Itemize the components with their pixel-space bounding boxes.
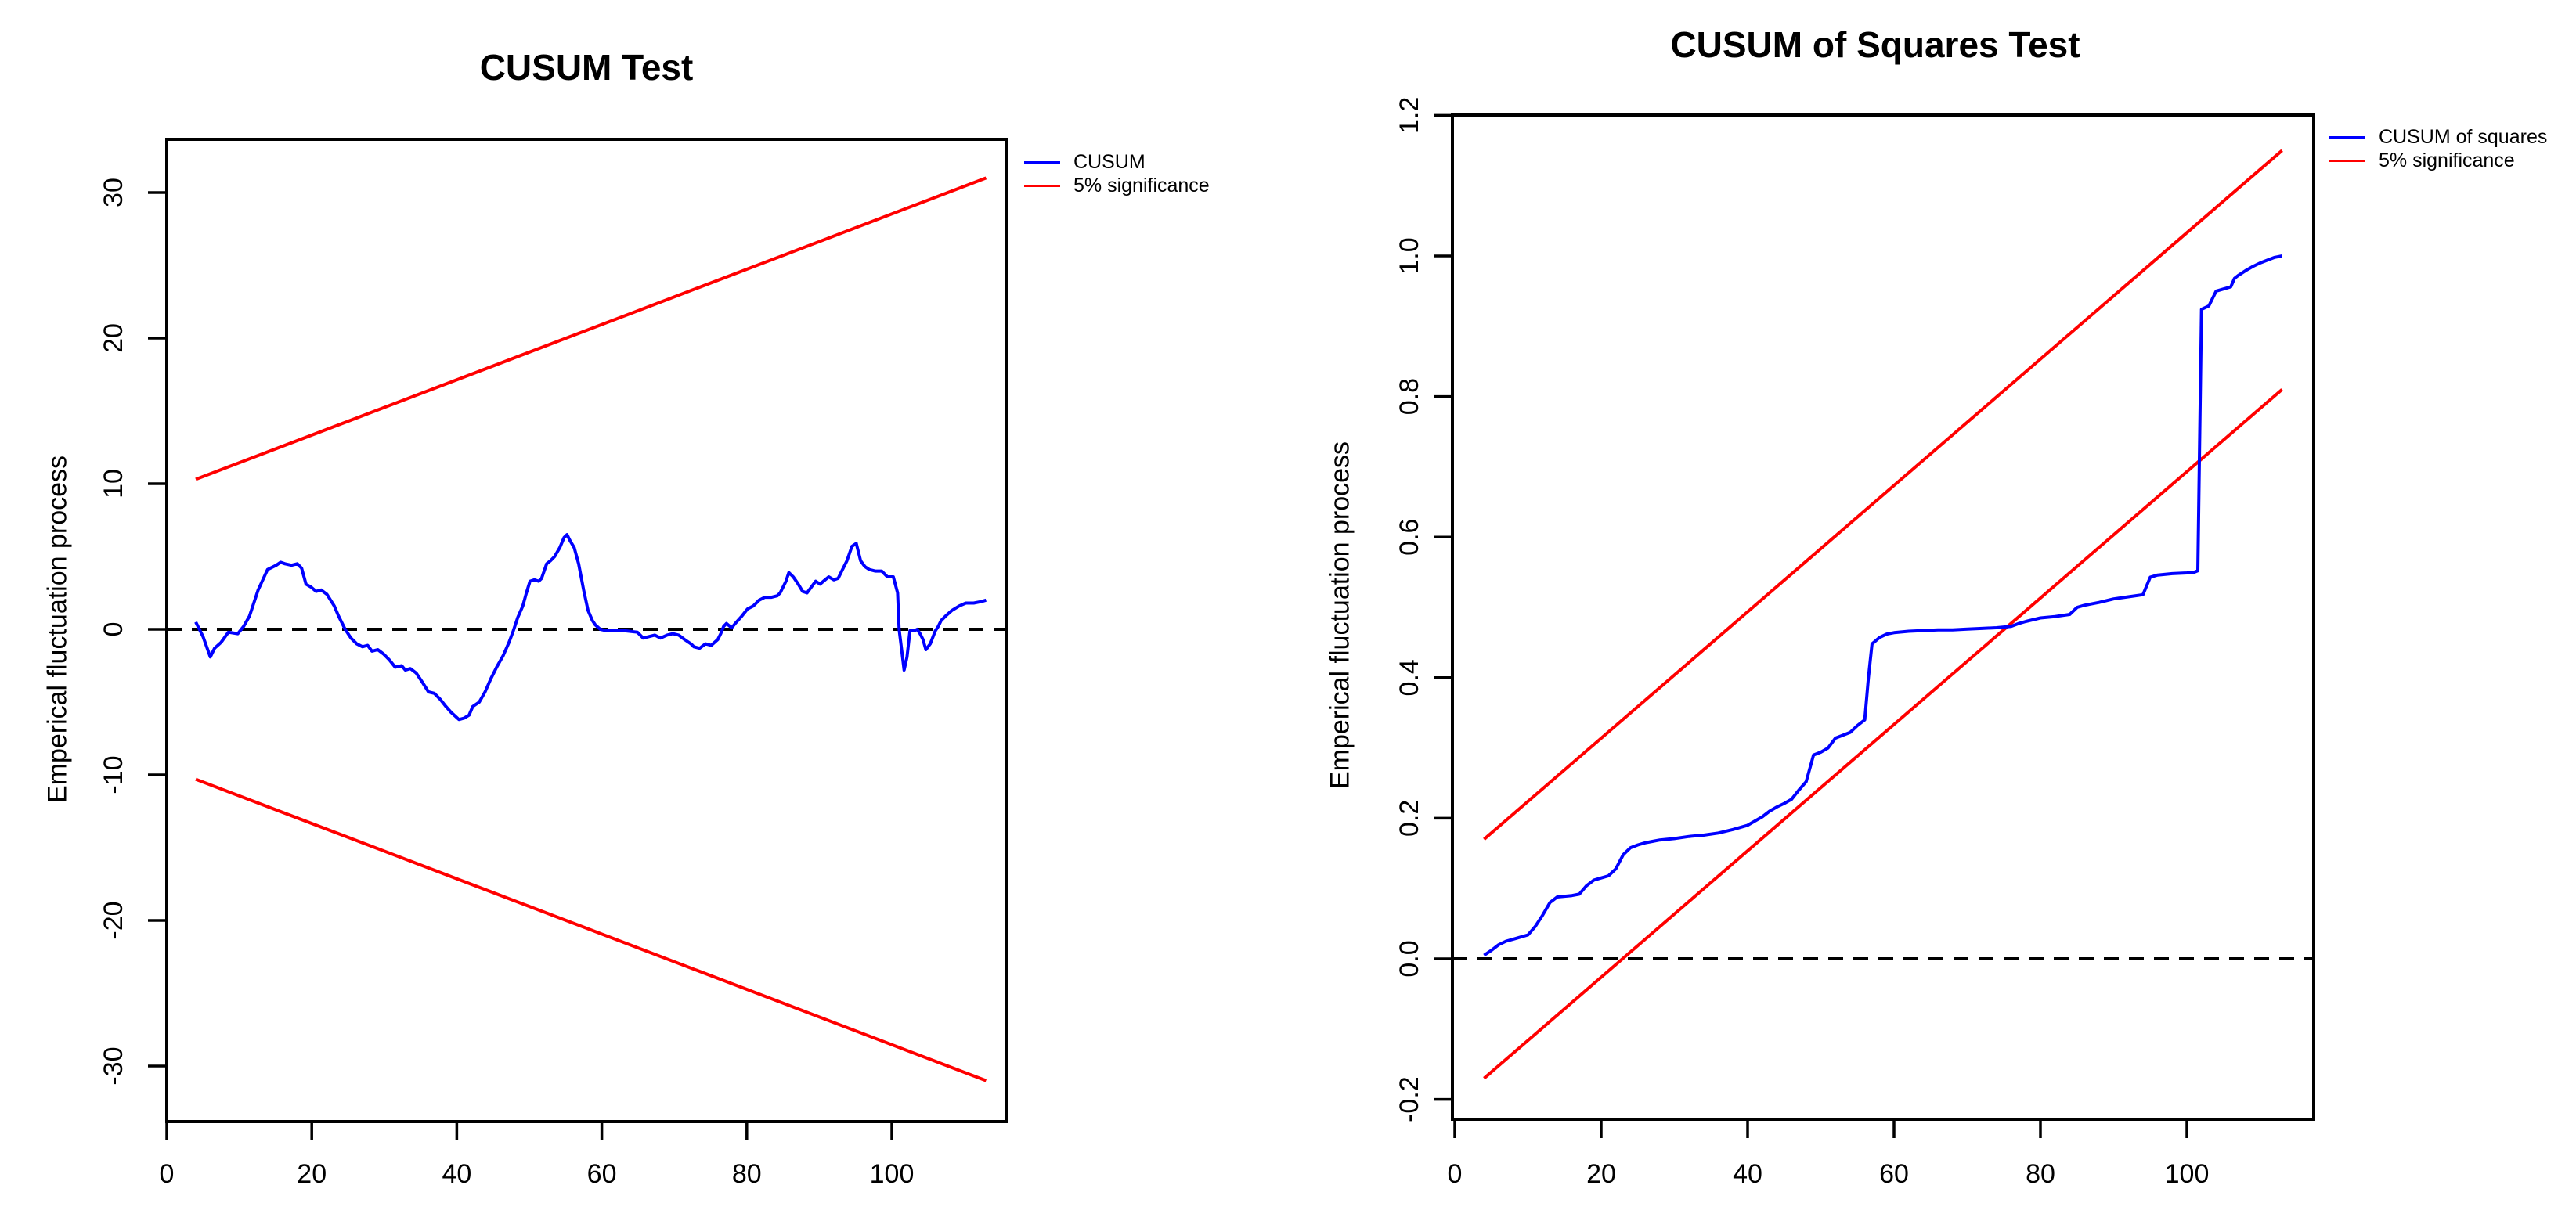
y-tick-label: 1.2 [1394,97,1424,134]
legend-item-cusum-of-squares: CUSUM of squares [2329,125,2547,149]
x-tick-label: 40 [1733,1159,1762,1189]
legend-item-significance: 5% significance [1024,174,1210,197]
significance-boundary-line [195,777,987,1082]
left-chart-legend: CUSUM 5% significance [1024,150,1210,197]
y-tick-label: -0.2 [1394,1076,1424,1122]
x-tick-label: 100 [2165,1159,2210,1189]
y-tick-label: 10 [99,469,128,499]
x-tick-label: 40 [442,1159,471,1189]
y-tick-label: 0.4 [1394,659,1424,696]
y-tick-label: 0 [99,622,128,637]
legend-label: CUSUM of squares [2379,126,2548,148]
significance-boundary-line [1483,388,2283,1080]
legend-label: 5% significance [2379,149,2515,171]
significance-line-swatch-icon [1024,184,1060,187]
cusum-line-swatch-icon [1024,160,1060,164]
x-tick-label: 0 [1448,1159,1463,1189]
cusum-squares-line-swatch-icon [2329,135,2365,139]
y-tick-label: 0.0 [1394,940,1424,977]
y-tick-label: 20 [99,323,128,353]
x-tick-label: 80 [2026,1159,2055,1189]
legend-label: 5% significance [1073,175,1210,196]
significance-boundary-line [195,176,987,481]
right-chart-title: CUSUM of Squares Test [1670,24,2080,65]
x-tick-label: 60 [587,1159,617,1189]
x-tick-label: 20 [1586,1159,1616,1189]
y-tick-label: 0.8 [1394,378,1424,415]
y-tick-label: -10 [99,755,128,794]
y-tick-label: -20 [99,901,128,939]
y-tick-label: -30 [99,1046,128,1085]
legend-item-cusum: CUSUM [1024,150,1210,174]
y-tick-label: 0.6 [1394,519,1424,556]
process-line [194,533,987,722]
y-tick-label: 1.0 [1394,237,1424,274]
x-tick-label: 100 [870,1159,915,1189]
y-tick-label: 0.2 [1394,800,1424,837]
cusum-of-squares-plot: 1.2 1.0 0.8 0.6 0.4 0.2 0.0 -0.2 0 20 40 60 80 100 [1394,97,2315,1189]
x-tick-label: 20 [297,1159,327,1189]
x-tick-label: 0 [160,1159,175,1189]
x-tick-label: 60 [1879,1159,1909,1189]
left-y-axis-label: Emperical fluctuation process [42,455,73,804]
process-line [1483,254,2282,957]
plot-box [1451,113,2315,1121]
y-tick-label: 30 [99,178,128,207]
legend-label: CUSUM [1073,151,1145,173]
legend-item-significance: 5% significance [2329,149,2547,172]
significance-boundary-line [1483,149,2283,841]
right-chart-legend: CUSUM of squares 5% significance [2329,125,2547,172]
significance-line-swatch-icon [2329,159,2365,162]
left-chart-title: CUSUM Test [479,47,694,88]
right-y-axis-label: Emperical fluctuation process [1325,441,1355,790]
x-tick-label: 80 [732,1159,762,1189]
